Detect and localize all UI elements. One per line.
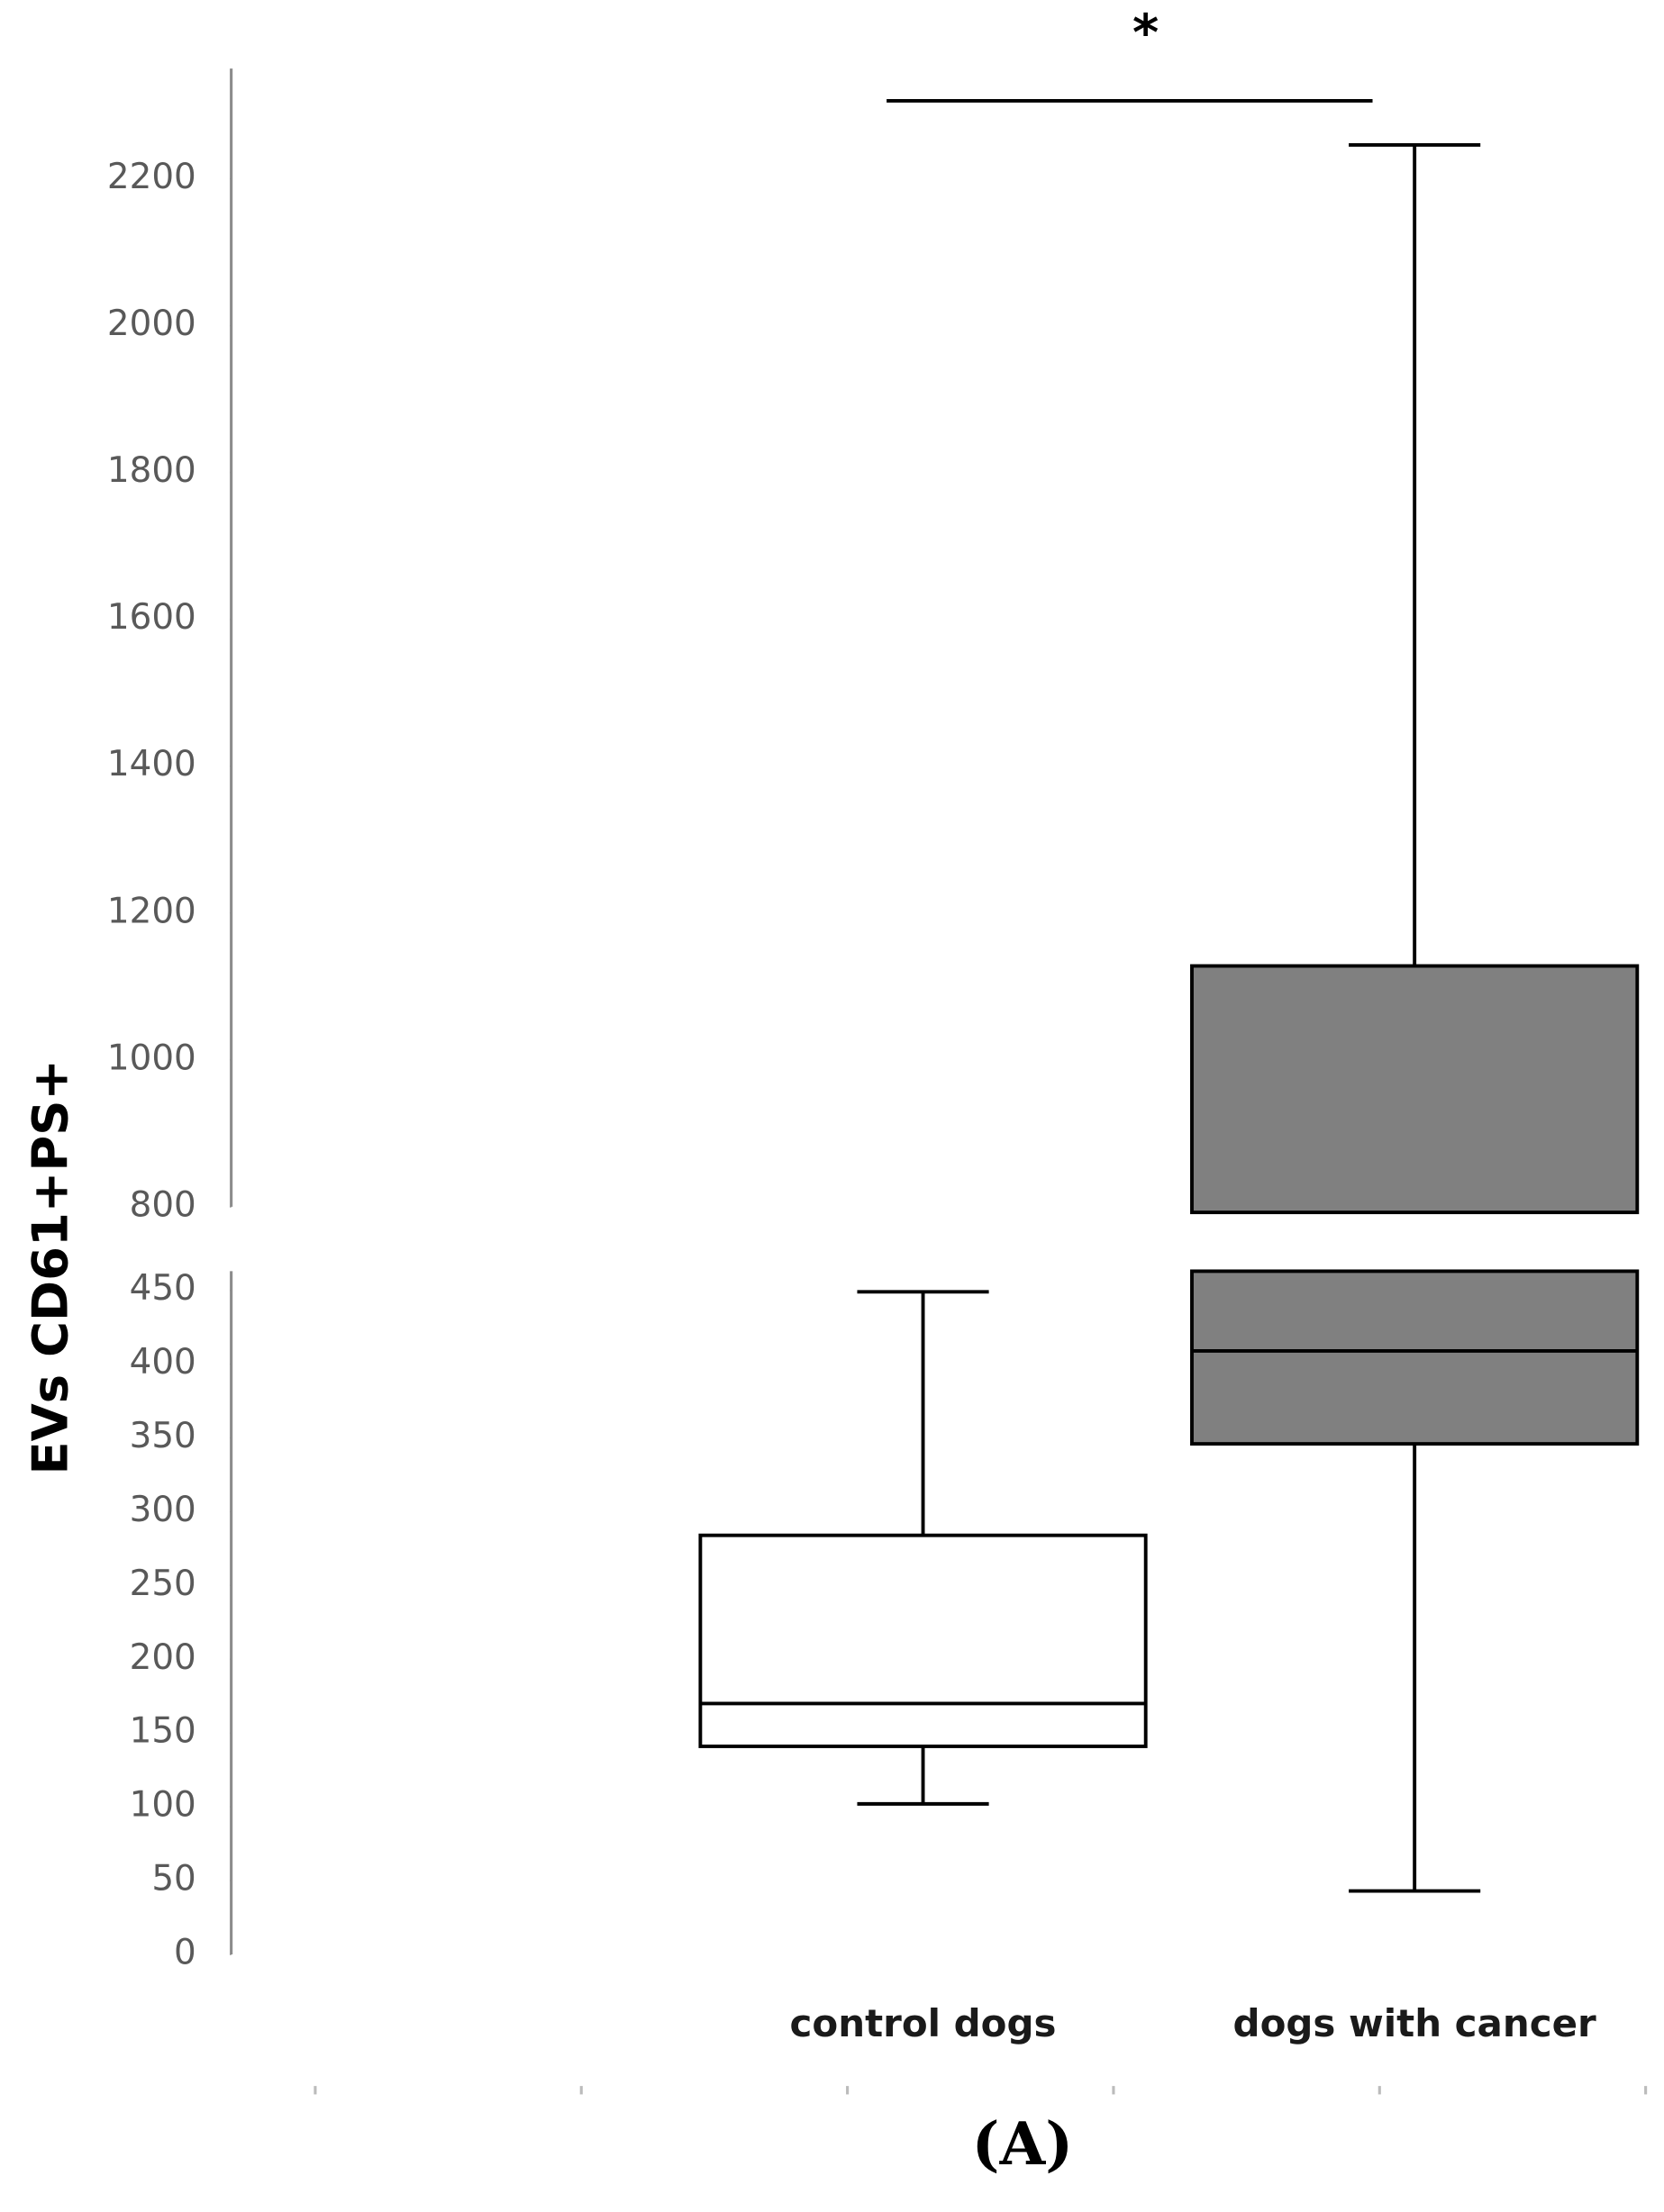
caption: (A) [972, 2110, 1073, 2179]
y-tick-label: 450 [130, 1268, 196, 1309]
y-tick-label: 0 [174, 1932, 196, 1972]
y-tick-label: 250 [130, 1564, 196, 1604]
y-tick-label: 1200 [107, 891, 196, 931]
y-tick-label: 300 [130, 1490, 196, 1530]
y-tick-label: 1800 [107, 450, 196, 491]
x-axis-dots [314, 2086, 1648, 2095]
y-tick-label: 2200 [107, 157, 196, 197]
significance-marker: * [1132, 5, 1159, 63]
y-axis-label: EVs CD61+PS+ [22, 1059, 78, 1475]
box [1190, 964, 1640, 1215]
y-tick-label: 350 [130, 1416, 196, 1456]
y-tick-label: 100 [130, 1785, 196, 1826]
y-tick-label: 2000 [107, 304, 196, 344]
y-tick-label: 400 [130, 1342, 196, 1382]
y-tick-label: 800 [130, 1184, 196, 1225]
y-tick-label: 1400 [107, 744, 196, 784]
y-tick-label: 50 [151, 1859, 195, 1899]
box [698, 1533, 1148, 1748]
y-tick-label: 150 [130, 1711, 196, 1752]
y-tick-label: 1000 [107, 1038, 196, 1078]
y-tick-label: 1600 [107, 597, 196, 638]
x-tick-label: dogs with cancer [1233, 2001, 1596, 2045]
y-tick-label: 200 [130, 1637, 196, 1678]
x-tick-label: control dogs [790, 2001, 1057, 2045]
box [1190, 1269, 1640, 1446]
